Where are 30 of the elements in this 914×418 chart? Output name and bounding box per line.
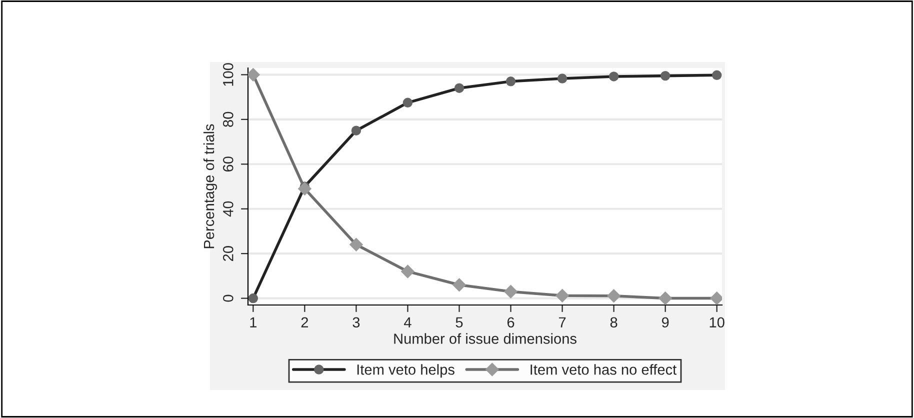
x-tick-label: 1 (250, 317, 256, 328)
legend-label: Item veto has no effect (530, 364, 677, 375)
y-tick-label: 20 (222, 246, 234, 261)
x-axis-title: Number of issue dimensions (394, 333, 576, 344)
y-tick-label: 40 (222, 201, 234, 217)
point (248, 68, 260, 82)
y-axis-title: Percentage of trials (203, 124, 218, 248)
y-tick-label: 60 (222, 156, 234, 172)
point (607, 289, 620, 302)
x-tick-label: 6 (507, 317, 514, 328)
point (658, 292, 672, 305)
point (298, 182, 312, 196)
x-tick-label: 3 (352, 317, 360, 328)
x-tick-label: 9 (662, 317, 669, 328)
y-tick-label: 0 (222, 294, 234, 302)
y-tick-label: 80 (222, 112, 234, 127)
y-tick-label: 100 (222, 63, 234, 86)
x-tick-label: 2 (301, 317, 308, 328)
point (401, 264, 414, 278)
x-tick-label: 8 (610, 317, 618, 328)
point (452, 278, 466, 292)
point (710, 292, 722, 305)
x-tick-label: 7 (558, 317, 566, 328)
x-tick-label: 10 (710, 317, 724, 328)
legend-label: Item veto helps (357, 364, 454, 378)
x-tick-label: 5 (456, 317, 463, 328)
x-tick-label: 4 (404, 317, 412, 328)
point (350, 238, 363, 252)
point (504, 284, 518, 298)
point (556, 289, 569, 302)
